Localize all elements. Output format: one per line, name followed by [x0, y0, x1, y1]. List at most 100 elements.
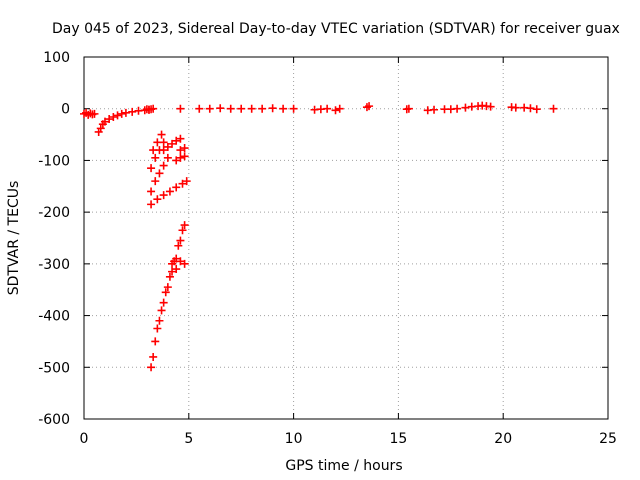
- data-point: [161, 288, 170, 297]
- data-point: [149, 352, 158, 361]
- data-point: [526, 104, 535, 113]
- plot-frame: [83, 56, 609, 420]
- y-tick-label: -300: [38, 257, 70, 273]
- data-point: [180, 259, 189, 268]
- data-point: [289, 104, 298, 113]
- data-point: [147, 164, 156, 173]
- data-point: [168, 259, 177, 268]
- data-point: [178, 179, 187, 188]
- series-diag-arc-3: [147, 138, 168, 173]
- series-diag-arc-6: [172, 152, 189, 165]
- data-point: [157, 130, 166, 139]
- data-point: [461, 103, 470, 112]
- data-point: [511, 103, 520, 112]
- data-point: [153, 138, 162, 147]
- data-point: [165, 187, 174, 196]
- data-point: [151, 337, 160, 346]
- chart-title: Day 045 of 2023, Sidereal Day-to-day VTE…: [52, 21, 620, 37]
- data-point: [195, 104, 204, 113]
- data-point: [532, 105, 541, 114]
- data-point: [109, 112, 118, 121]
- data-point: [155, 316, 164, 325]
- data-point: [151, 153, 160, 162]
- data-point: [335, 104, 344, 113]
- data-point: [149, 146, 158, 155]
- data-point: [105, 115, 114, 124]
- data-point: [176, 104, 185, 113]
- data-point: [96, 124, 105, 133]
- data-point: [90, 109, 99, 118]
- data-point: [163, 153, 172, 162]
- y-axis-label: SDTVAR / TECUs: [6, 181, 22, 296]
- gridlines: [84, 57, 608, 419]
- data-point: [237, 104, 246, 113]
- data-point: [172, 156, 181, 165]
- data-point: [168, 267, 177, 276]
- data-point: [159, 298, 168, 307]
- data-point: [174, 241, 183, 250]
- series-zero-band-2: [310, 102, 413, 115]
- data-point: [486, 102, 495, 111]
- data-point: [100, 117, 109, 126]
- tick-marks: [83, 56, 609, 420]
- data-point: [323, 104, 332, 113]
- data-points: [80, 101, 558, 372]
- series-diag-arc-5: [159, 134, 185, 155]
- data-point: [331, 106, 340, 115]
- data-point: [147, 200, 156, 209]
- data-point: [168, 139, 177, 148]
- data-point: [430, 105, 439, 114]
- y-tick-label: -500: [38, 360, 70, 376]
- x-tick-labels: 0 5 10 15 20 25: [80, 431, 617, 447]
- data-point: [147, 363, 156, 372]
- data-point: [549, 104, 558, 113]
- data-point: [180, 152, 189, 161]
- data-point: [128, 107, 137, 116]
- data-point: [247, 104, 256, 113]
- series-early-arc-1: [80, 108, 99, 119]
- data-point: [163, 283, 172, 292]
- series-diag-arc-7: [176, 144, 189, 155]
- data-point: [176, 153, 185, 162]
- y-tick-label: -200: [38, 205, 70, 221]
- x-tick-label: 20: [494, 431, 512, 447]
- data-point: [268, 104, 277, 113]
- x-tick-label: 10: [285, 431, 303, 447]
- data-point: [180, 144, 189, 153]
- data-point: [165, 272, 174, 281]
- data-point: [153, 324, 162, 333]
- data-point: [205, 104, 214, 113]
- data-point: [404, 104, 413, 113]
- data-point: [159, 191, 168, 200]
- series-diag-arc-1: [147, 177, 191, 209]
- x-tick-label: 0: [80, 431, 89, 447]
- y-tick-label: -600: [38, 412, 70, 428]
- y-tick-label: 0: [61, 102, 70, 118]
- y-tick-labels: 100 0 -100 -200 -300 -400 -500 -600: [38, 50, 70, 428]
- data-point: [176, 146, 185, 155]
- data-point: [258, 104, 267, 113]
- x-tick-label: 25: [599, 431, 617, 447]
- data-point: [117, 109, 126, 118]
- series-steep-arc-3: [168, 257, 189, 274]
- data-point: [157, 306, 166, 315]
- x-tick-label: 15: [389, 431, 407, 447]
- y-tick-label: -400: [38, 309, 70, 325]
- x-tick-label: 5: [184, 431, 193, 447]
- data-point: [155, 169, 164, 178]
- data-point: [153, 195, 162, 204]
- series-early-arc-2: [94, 105, 153, 136]
- series-diag-arc-2: [147, 153, 172, 196]
- data-point: [176, 134, 185, 143]
- data-point: [178, 226, 187, 235]
- data-point: [163, 142, 172, 151]
- data-point: [149, 104, 158, 113]
- data-point: [365, 102, 374, 111]
- data-point: [176, 257, 185, 266]
- data-point: [151, 177, 160, 186]
- series-zero-band-1: [142, 104, 298, 114]
- x-axis-label: GPS time / hours: [285, 458, 402, 474]
- data-point: [176, 236, 185, 245]
- data-point: [453, 104, 462, 113]
